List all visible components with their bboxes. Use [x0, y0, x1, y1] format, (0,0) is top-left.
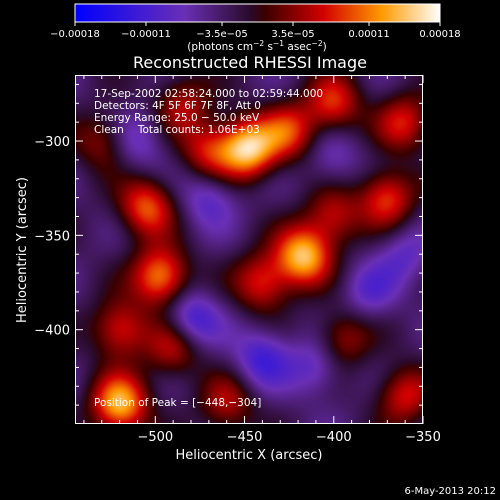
peak-position-text: Position of Peak = [−448,−304]: [94, 397, 261, 409]
y-axis-label: Heliocentric Y (arcsec): [15, 177, 30, 323]
detectors-text: Detectors: 4F 5F 6F 7F 8F, Att 0: [94, 100, 323, 112]
x-tick-label: −350: [405, 430, 441, 445]
x-tick-label: −500: [137, 430, 173, 445]
energy-range-text: Energy Range: 25.0 − 50.0 keV: [94, 112, 323, 124]
x-tick-label: −450: [227, 430, 263, 445]
time-range-text: 17-Sep-2002 02:58:24.000 to 02:59:44.000: [94, 88, 323, 100]
x-tick-label: −400: [316, 430, 352, 445]
annotation-block: 17-Sep-2002 02:58:24.000 to 02:59:44.000…: [94, 88, 323, 136]
method-text: Clean: [94, 124, 124, 136]
x-axis-label: Heliocentric X (arcsec): [176, 448, 323, 463]
y-tick-label: −400: [34, 324, 70, 339]
y-tick-label: −300: [34, 135, 70, 150]
total-counts-text: Total counts: 1.06E+03: [138, 124, 260, 136]
footer-timestamp: 6-May-2013 20:12: [404, 486, 496, 497]
y-tick-label: −350: [34, 229, 70, 244]
